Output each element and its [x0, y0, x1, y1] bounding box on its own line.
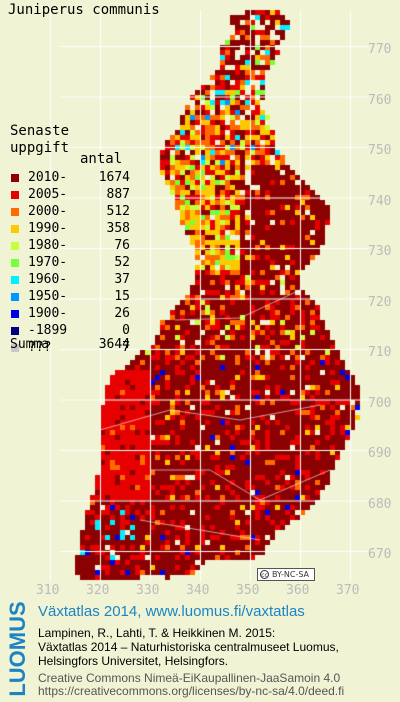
legend-swatch: [11, 344, 19, 352]
x-tick-label: 370: [336, 583, 360, 598]
legend-row: 1900- 26: [8, 306, 130, 323]
y-tick-label: 740: [368, 193, 392, 209]
legend: 2010- 1674 2005- 887 2000- 512 1990- 358 1980- 76…: [8, 170, 130, 357]
legend-row: 1960- 37: [8, 272, 130, 289]
legend-label: ???: [28, 340, 52, 355]
legend-label: 1980-: [28, 238, 68, 253]
legend-swatch: [11, 276, 19, 284]
legend-count: 37: [114, 272, 130, 287]
legend-row: 2010- 1674: [8, 170, 130, 187]
luomus-logo: LUOMUS: [5, 601, 30, 697]
legend-row: 1970- 52: [8, 255, 130, 272]
license-line-2[interactable]: https://creativecommons.org/licenses/by-…: [38, 684, 345, 698]
legend-label: 2000-: [28, 204, 68, 219]
legend-swatch: [11, 208, 19, 216]
y-tick-label: 710: [368, 345, 392, 360]
x-tick-label: 320: [86, 583, 110, 598]
legend-count: 26: [114, 306, 130, 321]
citation: Lampinen, R., Lahti, T. & Heikkinen M. 2…: [38, 626, 339, 668]
legend-count: 512: [106, 204, 130, 219]
license-line-1: Creative Commons Nimeä-EiKaupallinen-Jaa…: [38, 671, 341, 685]
summa-count: 3644: [98, 337, 130, 352]
legend-title: Senaste uppgift: [10, 123, 69, 157]
legend-swatch: [11, 293, 19, 301]
cc-icon: cc: [260, 570, 269, 579]
x-tick-label: 350: [236, 583, 260, 598]
citation-line-3: Helsingfors Universitet, Helsingfors.: [38, 654, 229, 668]
y-tick-label: 680: [368, 496, 392, 512]
legend-count: 76: [114, 238, 130, 253]
x-tick-label: 360: [286, 583, 310, 598]
legend-label: 2005-: [28, 187, 68, 202]
legend-label: 1970-: [28, 255, 68, 270]
legend-swatch: [11, 242, 19, 250]
legend-count-header: antal: [80, 151, 123, 167]
legend-row: 1980- 76: [8, 238, 130, 255]
license-text: Creative Commons Nimeä-EiKaupallinen-Jaa…: [38, 672, 344, 698]
legend-title-line-2: uppgift: [10, 140, 70, 156]
legend-swatch: [11, 191, 19, 199]
legend-label: 1960-: [28, 272, 68, 287]
legend-count: 887: [106, 187, 130, 202]
legend-count: 52: [114, 255, 130, 270]
citation-line-1: Lampinen, R., Lahti, T. & Heikkinen M. 2…: [38, 626, 276, 640]
legend-row: 1990- 358: [8, 221, 130, 238]
x-tick-label: 330: [136, 583, 160, 598]
y-tick-label: 750: [368, 143, 392, 158]
distribution-map: [0, 0, 400, 600]
y-tick-label: 730: [368, 244, 392, 259]
legend-summa: Summa 3644: [10, 337, 130, 352]
x-tick-label: 340: [186, 583, 210, 598]
summa-label: Summa: [10, 337, 50, 352]
legend-label: -1899: [28, 323, 68, 338]
cc-license-badge[interactable]: cc BY-NC-SA: [257, 568, 315, 581]
legend-label: 2010-: [28, 170, 68, 185]
species-name: Juniperus communis: [8, 2, 160, 18]
y-tick-label: 720: [368, 294, 392, 310]
legend-label: 1990-: [28, 221, 68, 236]
legend-row: ??? 7: [8, 340, 130, 357]
y-tick-label: 690: [368, 446, 392, 461]
legend-count: 358: [106, 221, 130, 236]
legend-count: 7: [122, 340, 130, 355]
legend-label: 1900-: [28, 306, 68, 321]
legend-swatch: [11, 174, 19, 182]
legend-title-line-1: Senaste: [10, 123, 70, 139]
citation-line-2: Växtatlas 2014 – Naturhistoriska central…: [38, 640, 339, 654]
y-tick-label: 760: [368, 92, 392, 108]
legend-swatch: [11, 327, 19, 335]
legend-label: 1950-: [28, 289, 68, 304]
legend-swatch: [11, 310, 19, 318]
y-tick-label: 700: [368, 395, 392, 411]
legend-count: 15: [114, 289, 130, 304]
y-tick-label: 670: [368, 547, 392, 562]
legend-row: 1950- 15: [8, 289, 130, 306]
legend-count: 1674: [98, 170, 130, 185]
cc-badge-text: BY-NC-SA: [272, 570, 310, 579]
legend-swatch: [11, 225, 19, 233]
y-tick-label: 770: [368, 42, 392, 57]
atlas-title-link[interactable]: Växtatlas 2014, www.luomus.fi/vaxtatlas: [38, 603, 305, 620]
legend-row: 2000- 512: [8, 204, 130, 221]
legend-count: 0: [122, 323, 130, 338]
legend-row: -1899 0: [8, 323, 130, 340]
legend-swatch: [11, 259, 19, 267]
legend-row: 2005- 887: [8, 187, 130, 204]
luomus-logo-text: LUOMUS: [5, 601, 30, 697]
x-tick-label: 310: [36, 583, 60, 598]
